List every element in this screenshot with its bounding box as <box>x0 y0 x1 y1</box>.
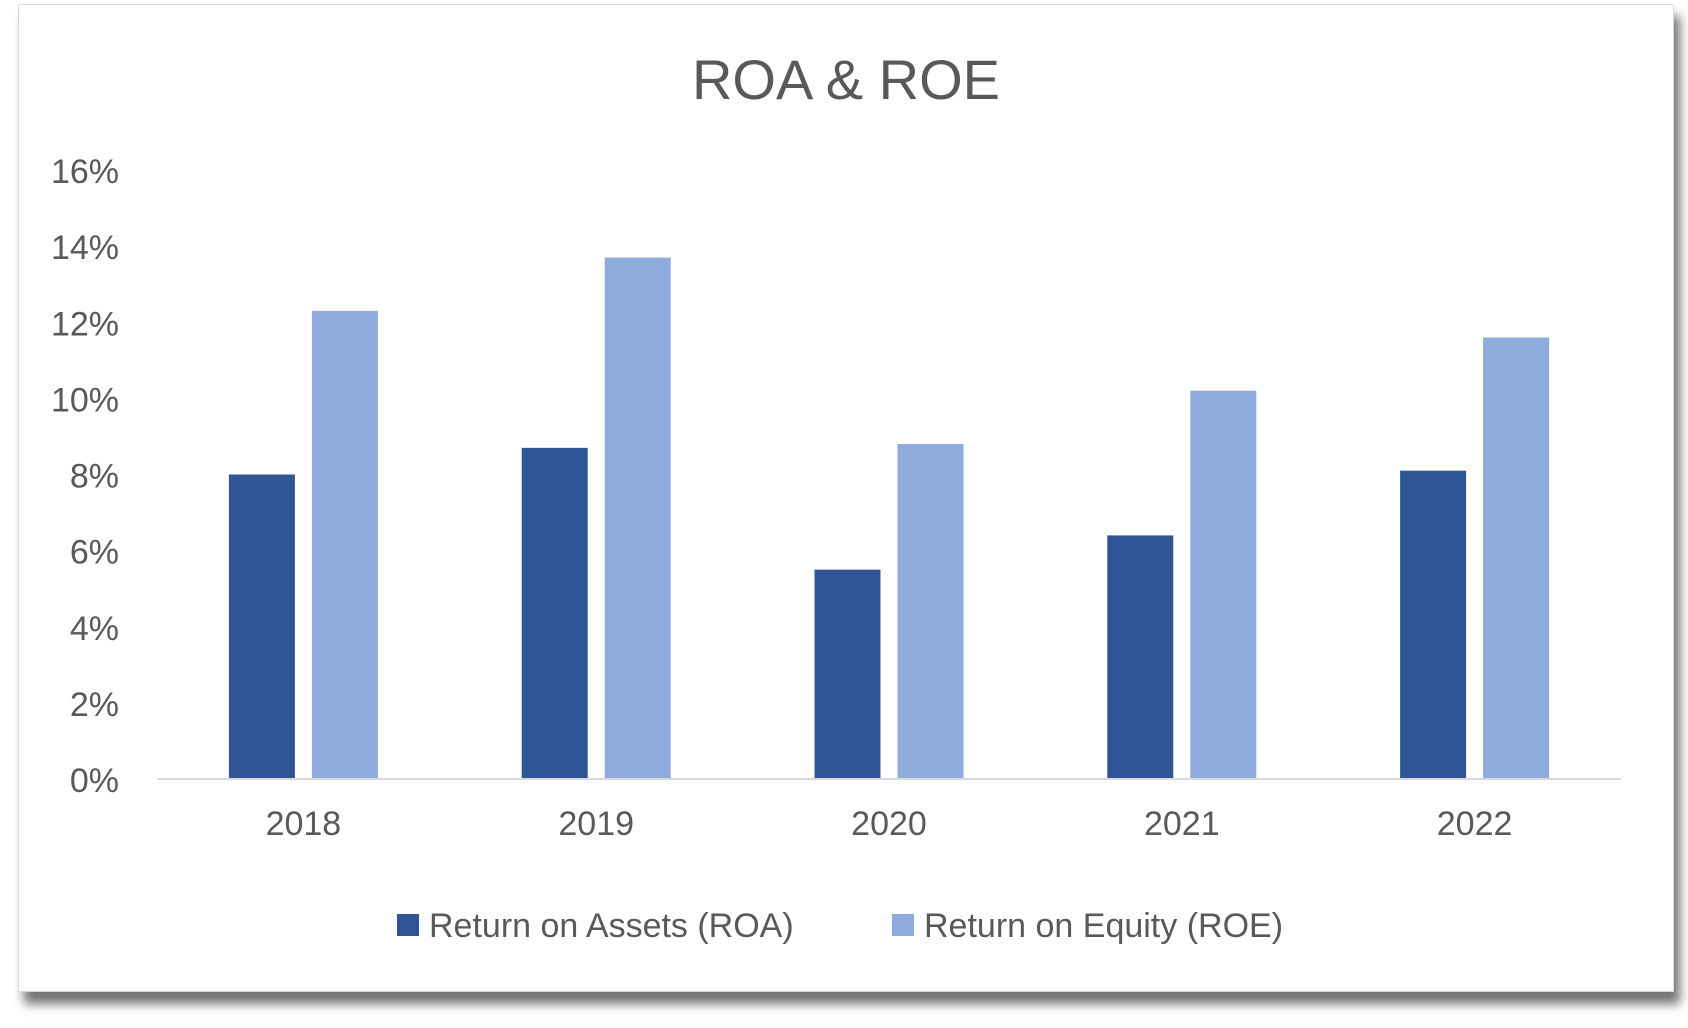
legend-label-roe: Return on Equity (ROE) <box>924 907 1283 945</box>
bar-roa-2018 <box>228 474 295 779</box>
bar-roa-2022 <box>1400 470 1467 779</box>
legend-label-roa: Return on Assets (ROA) <box>429 907 794 945</box>
legend-swatch-roe <box>892 914 914 936</box>
bar-roa-2020 <box>814 569 881 779</box>
y-tick-label: 16% <box>51 153 119 191</box>
bars <box>228 257 1550 779</box>
y-tick-label: 0% <box>70 762 119 800</box>
x-tick-label: 2019 <box>558 805 634 843</box>
y-tick-label: 4% <box>70 610 119 648</box>
legend: Return on Assets (ROA) Return on Equity (… <box>397 907 1283 945</box>
bar-roa-2019 <box>521 447 588 779</box>
y-tick-label: 14% <box>51 229 119 267</box>
y-tick-label: 10% <box>51 381 119 419</box>
bar-roe-2022 <box>1483 337 1550 779</box>
chart-title: ROA & ROE <box>692 48 1000 111</box>
bar-roe-2019 <box>604 257 671 779</box>
bar-roe-2021 <box>1190 390 1257 779</box>
x-tick-label: 2021 <box>1144 805 1220 843</box>
x-tick-label: 2018 <box>266 805 342 843</box>
chart-card: ROA & ROE 0% 2% 4% 6% 8% 10% 12% 14% 16% 2018 201… <box>18 4 1674 992</box>
y-axis-ticks: 0% 2% 4% 6% 8% 10% 12% 14% 16% <box>51 153 119 800</box>
y-tick-label: 8% <box>70 458 119 496</box>
bar-roe-2018 <box>311 310 378 779</box>
x-axis-ticks: 2018 2019 2020 2021 2022 <box>266 805 1513 843</box>
y-tick-label: 12% <box>51 305 119 343</box>
bar-roe-2020 <box>897 444 964 779</box>
bar-roa-2021 <box>1107 535 1174 779</box>
y-tick-label: 6% <box>70 534 119 572</box>
bar-chart: ROA & ROE 0%2%4%6%8%10%12%14%16% 2018 201… <box>51 48 1621 945</box>
x-tick-label: 2020 <box>851 805 927 843</box>
legend-swatch-roa <box>397 914 419 936</box>
y-tick-label: 2% <box>70 686 119 724</box>
x-tick-label: 2022 <box>1437 805 1513 843</box>
